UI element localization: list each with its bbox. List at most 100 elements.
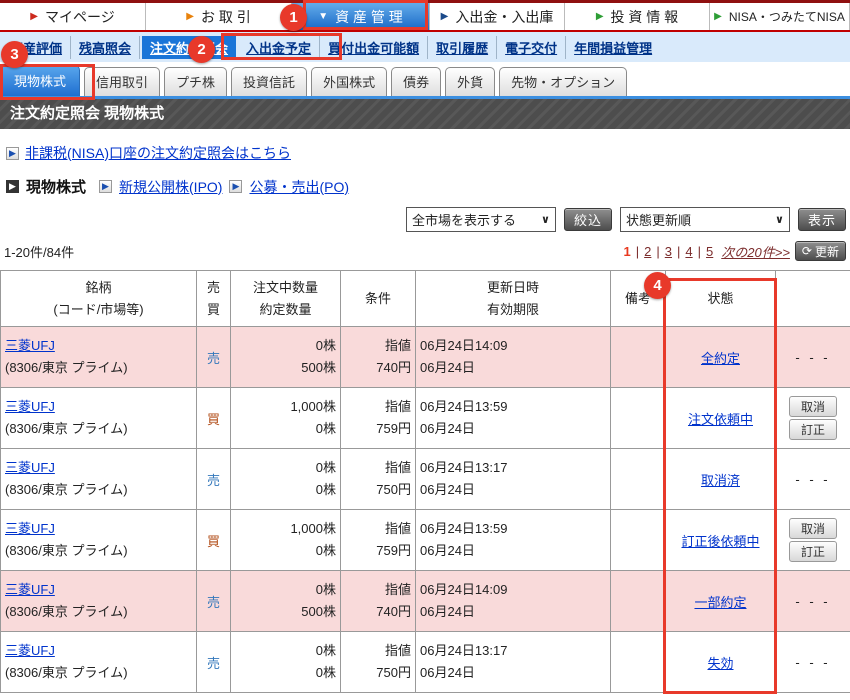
link-arrow-icon: ▶ (229, 180, 243, 193)
page-separator: | (635, 243, 640, 259)
status-link[interactable]: 一部約定 (694, 594, 747, 610)
status-link[interactable]: 失効 (707, 655, 734, 671)
market-filter-select[interactable]: 全市場を表示する ∨ (405, 207, 556, 232)
top-nav-item-4[interactable]: ▶ 投 資 情 報 (565, 3, 710, 30)
col-header-condition: 条件 (340, 270, 416, 327)
stock-name-link[interactable]: 三菱UFJ (5, 398, 55, 414)
sub-nav: 資産評価残高照会注文約定照会入出金予定買付出金可能額取引履歴電子交付年間損益管理 (0, 32, 850, 62)
stock-name-link[interactable]: 三菱UFJ (5, 459, 55, 475)
stock-name-link[interactable]: 三菱UFJ (5, 581, 55, 597)
stock-name-link[interactable]: 三菱UFJ (5, 337, 55, 353)
next-page-link[interactable]: 次の20件>> (721, 244, 790, 260)
top-nav-item-5[interactable]: ▶ NISA・つみたてNISA (710, 3, 850, 30)
order-price: 740円 (376, 360, 411, 375)
orders-table-body: 三菱UFJ (8306/東京 プライム) 売 0株 500株 指値 740円 06月24日14… (0, 326, 850, 693)
chevron-down-icon: ∨ (775, 214, 784, 226)
stock-name-link[interactable]: 三菱UFJ (5, 520, 55, 536)
order-quantity: 1,000株 (290, 520, 336, 536)
no-action-placeholder: - - - (795, 471, 831, 487)
table-row: 三菱UFJ (8306/東京 プライム) 売 0株 500株 指値 740円 06月24日14… (0, 326, 850, 388)
actions-cell: 取消 訂正 (775, 509, 850, 571)
stock-cell: 三菱UFJ (8306/東京 プライム) (0, 326, 197, 388)
sub-nav-item-5[interactable]: 取引履歴 (428, 35, 498, 59)
date-cell: 06月24日13:17 06月24日 (415, 448, 611, 510)
status-link[interactable]: 取消済 (700, 472, 740, 488)
stock-code: (8306/東京 プライム) (5, 360, 128, 375)
amend-order-button[interactable]: 訂正 (789, 419, 837, 440)
top-nav-item-0[interactable]: ▶ マイページ (0, 3, 146, 30)
top-nav-label: 入出金・入出庫 (455, 8, 554, 25)
sub-nav-item-6[interactable]: 電子交付 (497, 35, 567, 59)
col-header-qty: 注文中数量 約定数量 (230, 270, 341, 327)
order-quantity: 0株 (315, 642, 336, 658)
refresh-button[interactable]: ⟳ 更新 (794, 241, 846, 261)
section-link-row: ▶ 現物株式 ▶ 新規公開株(IPO) ▶ 公募・売出(PO) (6, 176, 850, 197)
narrow-button[interactable]: 絞込 (563, 208, 612, 231)
sub-nav-item-7[interactable]: 年間損益管理 (574, 40, 653, 56)
sub-nav-item-4[interactable]: 買付出金可能額 (320, 35, 429, 59)
quantity-cell: 0株 0株 (230, 448, 341, 510)
remark-cell (610, 509, 666, 571)
product-tab-5[interactable]: 債券 (391, 67, 442, 96)
page-separator: | (656, 243, 660, 259)
filled-quantity: 0株 (315, 482, 336, 497)
page-link-2[interactable]: 2 (644, 243, 652, 259)
order-quantity: 1,000株 (290, 398, 336, 414)
nav-arrow-icon: ▶ (714, 11, 722, 22)
side-cell: 売 (196, 448, 231, 510)
actions-cell: - - - (775, 631, 850, 693)
side-cell: 売 (196, 631, 231, 693)
page-link-5[interactable]: 5 (706, 243, 714, 259)
product-tab-0[interactable]: 現物株式 (0, 65, 81, 96)
condition-cell: 指値 759円 (340, 387, 416, 449)
stock-name-link[interactable]: 三菱UFJ (5, 642, 55, 658)
page-link-3[interactable]: 3 (664, 243, 673, 259)
product-tab-6[interactable]: 外貨 (445, 67, 496, 96)
cancel-order-button[interactable]: 取消 (789, 396, 837, 417)
annotation-badge-1: 1 (280, 4, 307, 31)
stock-cell: 三菱UFJ (8306/東京 プライム) (0, 570, 197, 632)
amend-order-button[interactable]: 訂正 (789, 541, 837, 562)
top-nav-item-2[interactable]: ▼ 資 産 管 理 (292, 3, 430, 30)
page-link-4[interactable]: 4 (685, 243, 693, 259)
product-tab-2[interactable]: プチ株 (164, 67, 228, 96)
expiry-date: 06月24日 (420, 665, 475, 680)
actions-cell: - - - (775, 570, 850, 632)
po-link[interactable]: 公募・売出(PO) (249, 178, 350, 195)
chevron-down-icon: ∨ (541, 214, 550, 226)
sub-nav-item-3[interactable]: 入出金予定 (238, 35, 321, 59)
link-arrow-icon: ▶ (6, 146, 19, 160)
top-nav-item-1[interactable]: ▶ お 取 引 (146, 3, 292, 30)
top-nav-item-3[interactable]: ▶ 入出金・入出庫 (430, 3, 565, 30)
col-header-side: 売買 (196, 270, 231, 327)
remark-cell (610, 570, 666, 632)
stock-cell: 三菱UFJ (8306/東京 プライム) (0, 631, 197, 693)
product-tab-4[interactable]: 外国株式 (311, 67, 388, 96)
top-nav-label: マイページ (44, 8, 115, 25)
ipo-link[interactable]: 新規公開株(IPO) (119, 178, 223, 195)
status-link[interactable]: 訂正後依頼中 (681, 533, 760, 549)
nisa-inquiry-link[interactable]: 非課税(NISA)口座の注文約定照会はこちら (25, 145, 291, 161)
meta-row: 1-20件/84件 1 | 2 | 3 | 4 | 5 次の20件>> ⟳ 更新 (4, 241, 846, 261)
updated-datetime: 06月24日13:59 (420, 520, 508, 536)
condition-cell: 指値 759円 (340, 509, 416, 571)
show-button[interactable]: 表示 (797, 208, 846, 231)
col-header-actions (775, 270, 850, 327)
cancel-order-button[interactable]: 取消 (789, 518, 837, 539)
stock-code: (8306/東京 プライム) (5, 665, 128, 680)
status-link[interactable]: 注文依頼中 (687, 411, 753, 427)
product-tab-1[interactable]: 信用取引 (84, 67, 161, 96)
status-cell: 一部約定 (665, 570, 776, 632)
product-tab-7[interactable]: 先物・オプション (499, 67, 628, 96)
top-nav-label: 資 産 管 理 (335, 8, 403, 25)
sub-nav-item-1[interactable]: 残高照会 (71, 35, 141, 59)
stock-code: (8306/東京 プライム) (5, 421, 128, 436)
actions-cell: - - - (775, 326, 850, 388)
status-cell: 訂正後依頼中 (665, 509, 776, 571)
status-link[interactable]: 全約定 (700, 350, 740, 366)
sort-order-select[interactable]: 状態更新順 ∨ (619, 207, 790, 232)
order-condition: 指値 (384, 642, 411, 658)
product-tab-3[interactable]: 投資信託 (231, 67, 308, 96)
no-action-placeholder: - - - (795, 349, 831, 365)
col-header-date: 更新日時 有効期限 (415, 270, 611, 327)
